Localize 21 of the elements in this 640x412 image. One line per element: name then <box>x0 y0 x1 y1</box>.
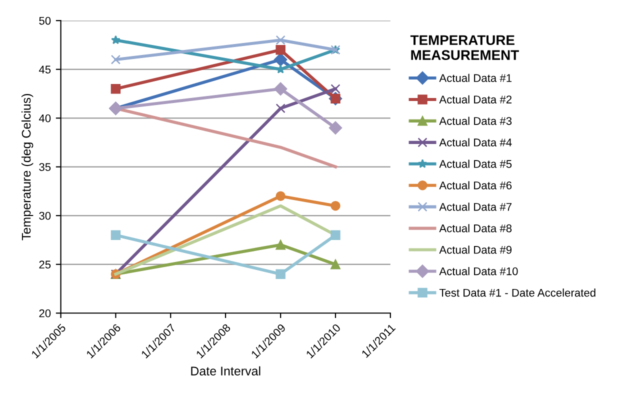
y-tick-label: 30 <box>39 212 51 220</box>
legend-label: Test Data #1 - Date Accelerated <box>439 288 596 297</box>
legend-title: TEMPERATURE MEASUREMENT <box>410 35 519 60</box>
y-tick-label: 40 <box>38 114 51 122</box>
legend-label: Actual Data #7 <box>439 202 512 211</box>
legend-label: Actual Data #2 <box>439 95 512 104</box>
legend-label: Actual Data #9 <box>439 246 512 254</box>
x-axis-title: Date Interval <box>191 366 260 376</box>
y-tick-label: 25 <box>39 260 51 268</box>
y-tick-label: 50 <box>39 16 51 25</box>
legend-label: Actual Data #5 <box>439 160 512 168</box>
legend-label: Actual Data #6 <box>439 181 512 190</box>
legend-label: Actual Data #3 <box>439 116 512 125</box>
y-tick-label: 35 <box>39 163 51 171</box>
legend-label: Actual Data #10 <box>439 267 518 276</box>
legend-label: Actual Data #8 <box>439 224 512 232</box>
legend-label: Actual Data #4 <box>439 138 512 146</box>
y-tick-label: 20 <box>39 309 51 318</box>
legend-label: Actual Data #1 <box>439 74 512 82</box>
y-tick-label: 45 <box>38 66 51 74</box>
y-axis-title: Temperature (deg Celcius) <box>22 94 34 240</box>
